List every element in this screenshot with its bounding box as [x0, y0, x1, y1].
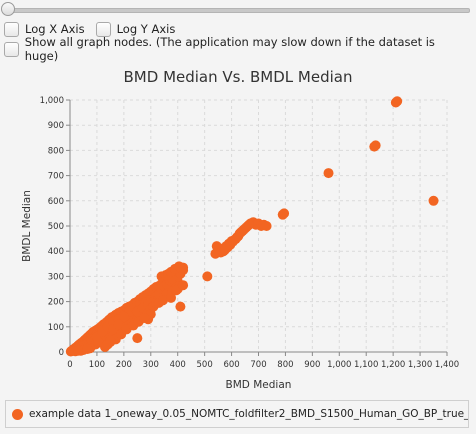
data-point	[157, 295, 168, 306]
data-point	[118, 311, 129, 322]
data-point	[165, 292, 176, 303]
show-all-nodes-checkbox[interactable]: Show all graph nodes. (The application m…	[4, 35, 464, 63]
log-y-axis-label: Log Y Axis	[116, 22, 176, 36]
x-tick-label: 1,100	[354, 360, 378, 370]
data-point	[392, 96, 403, 107]
x-tick-label: 300	[143, 360, 159, 370]
slider[interactable]	[0, 0, 476, 18]
slider-thumb[interactable]	[1, 2, 15, 16]
data-point	[175, 301, 186, 312]
x-tick-label: 1,000	[327, 360, 351, 370]
x-tick-label: 1,400	[435, 360, 459, 370]
log-x-axis-box[interactable]	[4, 21, 19, 37]
data-point	[82, 343, 93, 354]
show-all-nodes-box[interactable]	[4, 41, 19, 57]
y-tick-label: 900	[48, 121, 64, 131]
x-tick-label: 500	[197, 360, 213, 370]
y-tick-label: 0	[59, 348, 64, 358]
data-point	[244, 219, 255, 230]
data-point	[139, 312, 150, 323]
data-point	[174, 261, 185, 272]
chart-title: BMD Median Vs. BMDL Median	[123, 68, 353, 86]
x-tick-label: 100	[89, 360, 105, 370]
data-point	[73, 345, 84, 356]
data-point	[370, 140, 381, 151]
data-point	[279, 208, 290, 219]
data-point	[428, 195, 439, 206]
data-point	[323, 168, 334, 179]
data-point	[113, 319, 124, 330]
x-tick-label: 400	[170, 360, 186, 370]
log-x-axis-label: Log X Axis	[25, 22, 85, 36]
show-all-nodes-label: Show all graph nodes. (The application m…	[24, 35, 435, 63]
log-y-axis-box[interactable]	[95, 21, 111, 37]
chart-legend: example data 1_oneway_0.05_NOMTC_foldfil…	[5, 400, 469, 428]
data-point	[132, 333, 143, 344]
y-tick-label: 400	[48, 247, 64, 257]
axis-options-row: Log X Axis Log Y Axis	[4, 20, 187, 38]
x-tick-label: 0	[67, 360, 72, 370]
show-all-row: Show all graph nodes. (The application m…	[4, 35, 476, 63]
x-tick-label: 200	[116, 360, 132, 370]
y-tick-label: 500	[48, 222, 64, 232]
legend-marker	[12, 408, 23, 420]
y-tick-label: 200	[48, 298, 64, 308]
x-axis-label: BMD Median	[226, 379, 292, 391]
y-tick-label: 100	[48, 323, 64, 333]
log-y-axis-checkbox[interactable]: Log Y Axis	[95, 21, 176, 37]
x-tick-label: 900	[304, 360, 320, 370]
x-tick-label: 800	[277, 360, 293, 370]
y-tick-label: 700	[48, 172, 64, 182]
scatter-chart: 0 100 200 300 400 500 600 700 800 900 1,000 1,100 1,…	[21, 96, 459, 391]
y-tick-label: 600	[48, 197, 64, 207]
data-point	[202, 271, 213, 282]
x-tick-label: 1,300	[408, 360, 432, 370]
y-tick-label: 800	[48, 146, 64, 156]
x-tick-label: 700	[250, 360, 266, 370]
legend-label: example data 1_oneway_0.05_NOMTC_foldfil…	[29, 408, 469, 420]
x-tick-label: 600	[223, 360, 239, 370]
data-point	[261, 221, 272, 231]
y-tick-label: 300	[48, 272, 64, 282]
y-axis-label: BMDL Median	[21, 190, 33, 262]
data-point	[105, 335, 116, 346]
x-tick-label: 1,200	[381, 360, 405, 370]
data-point	[178, 280, 189, 291]
y-tick-label: 1,000	[40, 96, 64, 106]
log-x-axis-checkbox[interactable]: Log X Axis	[4, 21, 85, 37]
